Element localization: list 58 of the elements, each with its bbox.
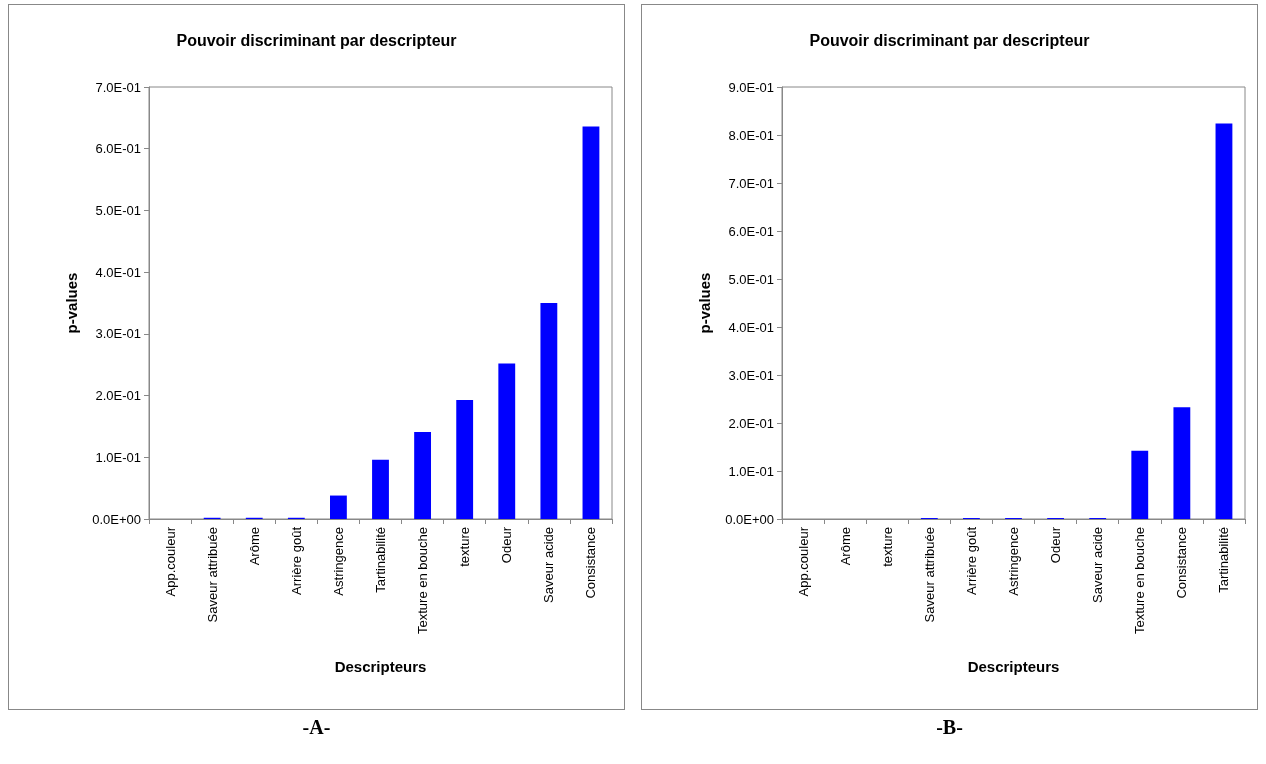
x-tick-label: Consistance (1174, 527, 1190, 599)
x-tick-label: Astringence (330, 527, 346, 596)
y-tick-label: 6.0E-01 (95, 141, 141, 157)
x-tick-label: Astringence (1006, 527, 1021, 596)
y-tick-label: 4.0E-01 (728, 319, 774, 335)
x-tick-label: Texture en bouche (1132, 527, 1148, 634)
bar (540, 303, 558, 519)
bar (1131, 450, 1149, 519)
x-tick-label: Consistance (583, 527, 599, 599)
x-tick-label: texture (879, 527, 895, 567)
x-tick-label: Saveur acide (1090, 527, 1106, 603)
x-tick-label: App.couleur (162, 526, 178, 597)
y-tick-label: 8.0E-01 (728, 127, 774, 143)
x-axis-title: Descripteurs (334, 658, 427, 675)
y-tick-label: 3.0E-01 (95, 326, 141, 342)
bar (582, 126, 600, 519)
x-tick-label: Arôme (837, 527, 853, 566)
x-tick-label: Saveur attribuée (921, 527, 937, 623)
bar (1215, 123, 1233, 519)
bar (456, 399, 474, 519)
chart-title: Pouvoir discriminant par descripteur (176, 31, 457, 49)
x-axis-title: Descripteurs (967, 658, 1060, 675)
x-tick-label: Saveur acide (541, 527, 557, 603)
bar (329, 495, 347, 519)
bar (372, 459, 389, 519)
y-tick-label: 4.0E-01 (95, 264, 141, 280)
y-tick-label: 9.0E-01 (728, 79, 774, 95)
x-tick-label: Saveur attribuée (204, 527, 220, 623)
y-tick-label: 5.0E-01 (95, 202, 141, 218)
y-tick-label: 0.0E+00 (92, 511, 141, 527)
text: -B- (935, 716, 964, 739)
y-tick-label: 7.0E-01 (728, 175, 774, 191)
y-tick-label: 5.0E-01 (728, 271, 774, 287)
y-tick-label: 2.0E-01 (728, 415, 774, 431)
x-tick-label: Odeur (499, 526, 515, 564)
y-tick-label: 3.0E-01 (728, 367, 774, 383)
x-tick-label: Odeur (1048, 526, 1064, 564)
x-tick-label: Arrière goût (288, 526, 304, 595)
bar (498, 363, 516, 519)
y-axis-title: p-values (63, 272, 80, 334)
chart-title: Pouvoir discriminant par descripteur (809, 31, 1090, 49)
y-tick-label: 1.0E-01 (728, 463, 774, 479)
x-tick-label: Arôme (246, 527, 262, 566)
y-axis-title: p-values (696, 272, 713, 334)
x-tick-label: Tartinabilité (373, 527, 388, 593)
bar (414, 431, 432, 519)
y-tick-label: 0.0E+00 (725, 511, 774, 527)
x-tick-label: Arrière goût (963, 526, 979, 595)
y-tick-label: 1.0E-01 (95, 449, 141, 465)
x-tick-label: App.couleur (795, 526, 811, 597)
y-tick-label: 2.0E-01 (95, 388, 141, 404)
text: -A- (301, 716, 332, 739)
x-tick-label: texture (457, 527, 473, 567)
bar (1173, 407, 1191, 519)
x-tick-label: Tartinabilité (1216, 527, 1232, 593)
y-tick-label: 7.0E-01 (95, 79, 141, 95)
y-tick-label: 6.0E-01 (728, 223, 774, 239)
x-tick-label: Texture en bouche (415, 527, 431, 634)
